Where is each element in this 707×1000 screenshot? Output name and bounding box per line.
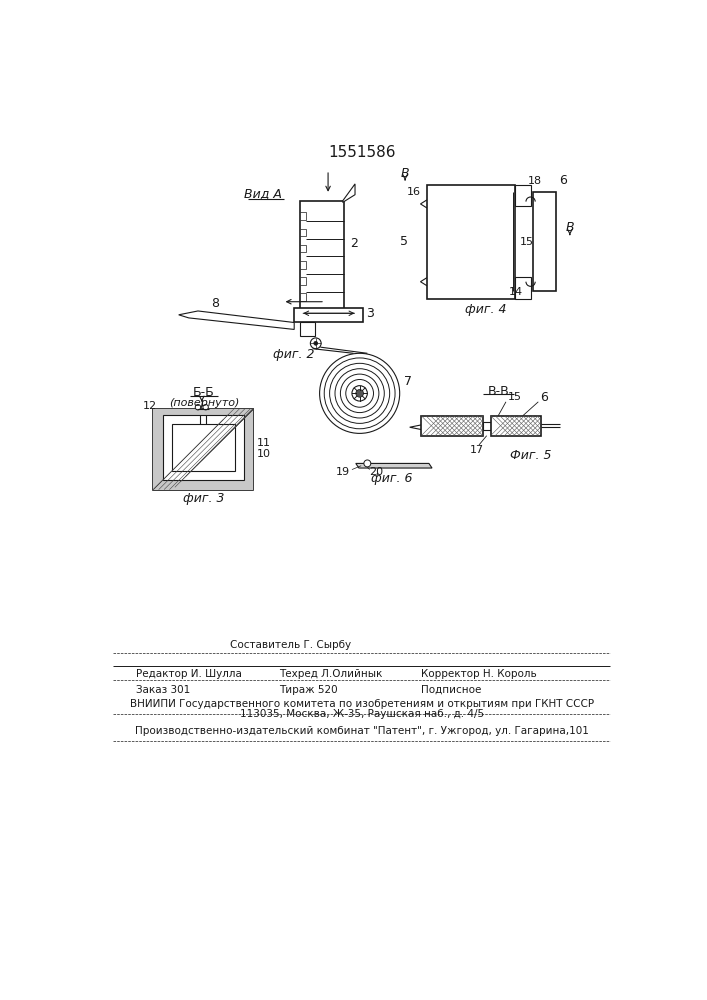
- Polygon shape: [421, 278, 448, 286]
- Bar: [491, 416, 541, 436]
- Polygon shape: [179, 311, 294, 329]
- Text: 113035, Москва, Ж-35, Раушская наб., д. 4/5: 113035, Москва, Ж-35, Раушская наб., д. …: [240, 709, 484, 719]
- Text: (повернуто): (повернуто): [169, 398, 239, 408]
- Bar: [153, 409, 253, 490]
- Text: Фиг. 5: Фиг. 5: [510, 449, 551, 462]
- Text: 15: 15: [508, 392, 522, 402]
- Polygon shape: [343, 184, 355, 202]
- Text: 3: 3: [366, 307, 375, 320]
- Circle shape: [352, 386, 368, 401]
- Text: 10: 10: [257, 449, 271, 459]
- Text: 19: 19: [337, 467, 351, 477]
- Text: 8: 8: [211, 297, 219, 310]
- Text: 6: 6: [559, 174, 567, 187]
- Bar: [300, 229, 305, 236]
- Text: В-В: В-В: [487, 385, 509, 398]
- Text: ВНИИПИ Государственного комитета по изобретениям и открытиям при ГКНТ СССР: ВНИИПИ Государственного комитета по изоб…: [130, 699, 594, 709]
- Bar: [421, 416, 483, 436]
- Text: Техред Л.Олийнык: Техред Л.Олийнык: [279, 669, 382, 679]
- Text: Составитель Г. Сырбу: Составитель Г. Сырбу: [230, 640, 351, 650]
- Text: Подписное: Подписное: [421, 685, 481, 695]
- Bar: [533, 192, 556, 291]
- Text: 12: 12: [143, 401, 157, 411]
- Text: В: В: [401, 167, 409, 180]
- Bar: [300, 245, 305, 252]
- Text: Тираж 520: Тираж 520: [279, 685, 337, 695]
- Text: Корректор Н. Король: Корректор Н. Король: [421, 669, 537, 679]
- Bar: [153, 409, 253, 490]
- Polygon shape: [409, 425, 483, 430]
- Circle shape: [314, 341, 317, 345]
- Bar: [300, 201, 344, 309]
- Polygon shape: [356, 463, 432, 468]
- Text: 17: 17: [469, 445, 484, 455]
- Bar: [172, 424, 235, 471]
- Text: Б-Б: Б-Б: [193, 386, 215, 399]
- Text: 15: 15: [520, 237, 534, 247]
- Text: Вид А: Вид А: [245, 187, 282, 200]
- Text: 7: 7: [404, 375, 412, 388]
- Text: Производственно-издательский комбинат "Патент", г. Ужгород, ул. Гагарина,101: Производственно-издательский комбинат "П…: [135, 726, 589, 736]
- Text: 5: 5: [399, 235, 408, 248]
- Bar: [515, 185, 530, 206]
- Bar: [426, 185, 515, 299]
- Circle shape: [310, 338, 321, 349]
- Text: 1551586: 1551586: [328, 145, 396, 160]
- Bar: [300, 261, 305, 269]
- Bar: [294, 308, 363, 322]
- Circle shape: [195, 405, 201, 410]
- Circle shape: [364, 460, 370, 467]
- Text: В: В: [566, 221, 574, 234]
- Text: 2: 2: [351, 237, 358, 250]
- Text: фиг. 2: фиг. 2: [274, 348, 315, 361]
- Text: 20: 20: [369, 467, 383, 477]
- Text: Редактор И. Шулла: Редактор И. Шулла: [136, 669, 243, 679]
- Text: Заказ 301: Заказ 301: [136, 685, 191, 695]
- Bar: [300, 277, 305, 285]
- Bar: [300, 212, 305, 220]
- Circle shape: [356, 389, 363, 397]
- Text: 18: 18: [527, 176, 542, 186]
- Text: 6: 6: [540, 391, 548, 404]
- Text: фиг. 4: фиг. 4: [465, 303, 507, 316]
- Bar: [300, 322, 315, 336]
- Text: 11: 11: [257, 438, 271, 448]
- Text: 14: 14: [509, 287, 523, 297]
- Bar: [483, 422, 491, 430]
- Bar: [300, 293, 305, 301]
- Circle shape: [203, 405, 209, 410]
- Text: фиг. 6: фиг. 6: [371, 472, 413, 485]
- Bar: [163, 415, 244, 480]
- Bar: [515, 277, 530, 299]
- Text: фиг. 3: фиг. 3: [182, 492, 224, 505]
- Polygon shape: [421, 200, 448, 208]
- Text: 16: 16: [407, 187, 421, 197]
